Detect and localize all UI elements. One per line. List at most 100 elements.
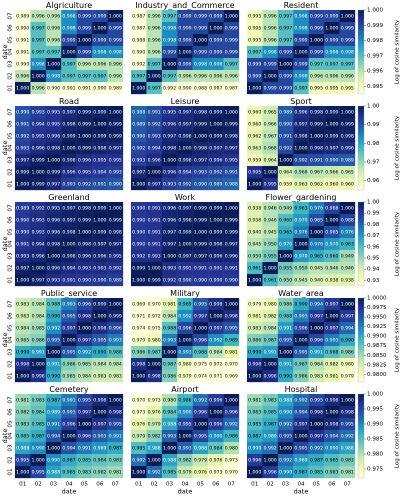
cell-label: 0.995 (279, 338, 292, 344)
heatmap-cell (192, 250, 209, 263)
heatmap-cell (76, 250, 93, 263)
cell-label: 0.970 (225, 362, 238, 368)
heatmap-cell (15, 298, 31, 311)
heatmap-cell (277, 70, 294, 83)
cell-label: 0.995 (47, 122, 60, 128)
cell-label: 0.995 (325, 86, 338, 92)
cell-label: 0.993 (62, 302, 75, 308)
heatmap-cell (76, 262, 93, 275)
cell-label: 0.984 (209, 446, 222, 452)
cell-label: 0.988 (341, 446, 354, 452)
heatmap-cell (247, 394, 263, 407)
heatmap-cell (277, 370, 294, 383)
heatmap-cell (324, 262, 340, 275)
cell-label: 0.970 (325, 242, 338, 248)
heatmap-cell (45, 70, 62, 83)
cell-label: 0.960 (325, 182, 338, 188)
heatmap-cell (107, 454, 124, 467)
cell-label: 0.991 (78, 86, 91, 92)
heatmap-cell (131, 82, 147, 95)
heatmap-cell (208, 130, 224, 143)
heatmap-cell (277, 226, 294, 239)
heatmap-cell (277, 166, 294, 179)
heatmap-cell (61, 82, 77, 95)
cell-label: 0.984 (78, 374, 91, 380)
heatmap-cell (293, 250, 309, 263)
colorbar-tick-label: 0.99 (367, 211, 380, 217)
heatmap-cell (107, 466, 124, 479)
y-tick-label: 07 (8, 204, 14, 212)
heatmap-cell (45, 106, 62, 119)
heatmap-cell (223, 82, 240, 95)
heatmap-cell (131, 334, 147, 347)
cell-label: 0.989 (47, 410, 60, 416)
heatmap-cell (308, 262, 325, 275)
heatmap-cell (45, 202, 62, 215)
heatmap-cell (293, 154, 309, 167)
cell-label: 0.998 (209, 302, 222, 308)
colorbar-tick-label: 0.9950 (367, 315, 387, 321)
heatmap-cell (339, 442, 356, 455)
cell-label: 0.999 (78, 14, 91, 20)
cell-label: 0.994 (32, 242, 45, 248)
heatmap-cell (262, 58, 279, 71)
heatmap-cell (308, 142, 325, 155)
heatmap-cell (277, 418, 294, 431)
heatmap-cell (45, 346, 62, 359)
cell-label: 0.962 (248, 134, 261, 140)
heatmap-cell (324, 22, 340, 35)
heatmap-cell (177, 346, 193, 359)
cell-label: 0.997 (310, 62, 323, 68)
cell-label: 0.997 (32, 26, 45, 32)
cell-label: 0.991 (310, 158, 323, 164)
heatmap-cell (262, 466, 279, 479)
colorbar-tick-label: 0.94 (367, 267, 380, 273)
cell-label: 0.969 (225, 374, 238, 380)
heatmap-cell (146, 466, 163, 479)
heatmap-cell (45, 358, 62, 371)
heatmap-cell (61, 106, 77, 119)
heatmap-cell (192, 298, 209, 311)
heatmap-cell (76, 178, 93, 191)
heatmap-cell (293, 214, 309, 227)
cell-label: 0.990 (93, 350, 106, 356)
cell-label: 0.990 (93, 278, 106, 284)
cell-label: 0.993 (78, 266, 91, 272)
cell-label: 0.938 (341, 278, 354, 284)
heatmap-cell (131, 46, 147, 59)
heatmap-cell (177, 430, 193, 443)
heatmap-cell (30, 46, 47, 59)
cell-label: 0.979 (132, 338, 145, 344)
heatmap-cell (131, 298, 147, 311)
cell-label: 0.994 (148, 146, 161, 152)
heatmap-cell (247, 130, 263, 143)
cell-label: 0.971 (132, 314, 145, 320)
heatmap-cell (223, 106, 240, 119)
heatmap-cell (92, 442, 108, 455)
heatmap-cell (262, 70, 279, 83)
cell-label: 0.990 (47, 314, 60, 320)
heatmap-cell (15, 406, 31, 419)
cell-label: 0.999 (109, 38, 122, 44)
heatmap-cell (208, 34, 224, 47)
heatmap-cell (293, 358, 309, 371)
cell-label: 0.989 (294, 458, 307, 464)
cell-label: 0.979 (148, 422, 161, 428)
cell-label: 0.999 (93, 230, 106, 236)
heatmap-cell (192, 58, 209, 71)
cell-label: 0.997 (62, 206, 75, 212)
heatmap-cell (339, 58, 356, 71)
cell-label: 0.992 (310, 446, 323, 452)
heatmap-cell (262, 34, 279, 47)
cell-label: 0.987 (132, 26, 145, 32)
cell-label: 0.995 (47, 338, 60, 344)
heatmap-cell (177, 10, 193, 23)
cell-label: 0.999 (178, 230, 191, 236)
heatmap-cell (161, 346, 178, 359)
heatmap-cell (15, 154, 31, 167)
heatmap-cell (92, 166, 108, 179)
heatmap-cell (192, 454, 209, 467)
cell-label: 1.000 (47, 158, 60, 164)
heatmap-cell (161, 118, 178, 131)
heatmap-cell (15, 22, 31, 35)
